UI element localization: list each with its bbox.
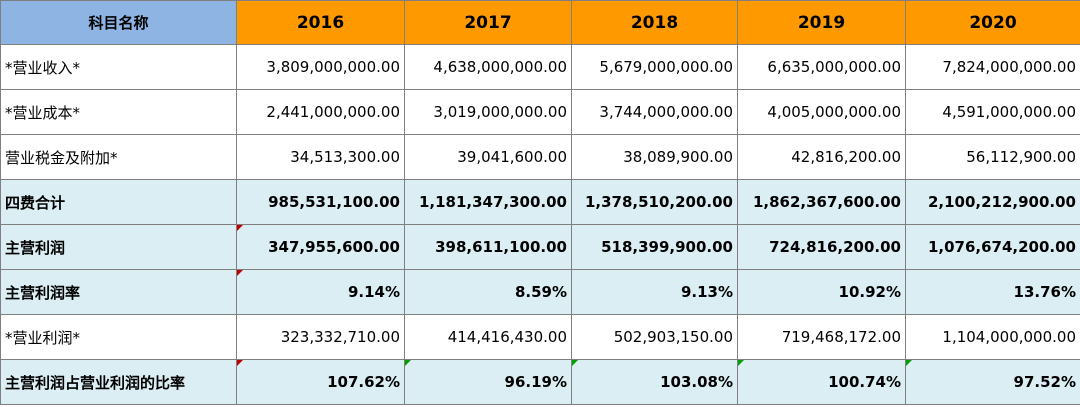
cell-2019[interactable]: 724,816,200.00: [737, 224, 906, 270]
cell-2016[interactable]: 9.14%: [236, 269, 405, 315]
cell-2018[interactable]: 1,378,510,200.00: [571, 179, 738, 225]
cell-2019[interactable]: 10.92%: [737, 269, 906, 315]
table-row-four-expenses-total: 四费合计 985,531,100.00 1,181,347,300.00 1,3…: [0, 179, 1080, 225]
cell-2016[interactable]: 985,531,100.00: [236, 179, 405, 225]
table-row-business-tax: 营业税金及附加* 34,513,300.00 39,041,600.00 38,…: [0, 134, 1080, 180]
cell-2016[interactable]: 34,513,300.00: [236, 134, 405, 180]
cell-2020[interactable]: 56,112,900.00: [905, 134, 1080, 180]
table-row-operating-profit: *营业利润* 323,332,710.00 414,416,430.00 502…: [0, 314, 1080, 360]
header-year-2019[interactable]: 2019: [737, 0, 906, 45]
cell-2017[interactable]: 8.59%: [404, 269, 572, 315]
cell-2017[interactable]: 4,638,000,000.00: [404, 44, 572, 90]
row-label[interactable]: *营业收入*: [0, 44, 237, 90]
cell-2018[interactable]: 103.08%: [571, 359, 738, 405]
row-label[interactable]: 主营利润占营业利润的比率: [0, 359, 237, 405]
cell-2020[interactable]: 1,076,674,200.00: [905, 224, 1080, 270]
cell-2020[interactable]: 13.76%: [905, 269, 1080, 315]
cell-2017[interactable]: 1,181,347,300.00: [404, 179, 572, 225]
header-year-2018[interactable]: 2018: [571, 0, 738, 45]
table-row-main-profit: 主营利润 347,955,600.00 398,611,100.00 518,3…: [0, 224, 1080, 270]
cell-2019[interactable]: 42,816,200.00: [737, 134, 906, 180]
cell-2018[interactable]: 518,399,900.00: [571, 224, 738, 270]
row-label[interactable]: *营业成本*: [0, 89, 237, 135]
row-label[interactable]: 四费合计: [0, 179, 237, 225]
cell-2017[interactable]: 3,019,000,000.00: [404, 89, 572, 135]
header-year-2016[interactable]: 2016: [236, 0, 405, 45]
cell-2016[interactable]: 2,441,000,000.00: [236, 89, 405, 135]
cell-2017[interactable]: 398,611,100.00: [404, 224, 572, 270]
cell-2019[interactable]: 100.74%: [737, 359, 906, 405]
row-label[interactable]: *营业利润*: [0, 314, 237, 360]
table-row-operating-cost: *营业成本* 2,441,000,000.00 3,019,000,000.00…: [0, 89, 1080, 135]
table-row-main-profit-rate: 主营利润率 9.14% 8.59% 9.13% 10.92% 13.76%: [0, 269, 1080, 315]
row-label[interactable]: 主营利润: [0, 224, 237, 270]
cell-2020[interactable]: 1,104,000,000.00: [905, 314, 1080, 360]
cell-2018[interactable]: 38,089,900.00: [571, 134, 738, 180]
cell-2020[interactable]: 7,824,000,000.00: [905, 44, 1080, 90]
row-label[interactable]: 营业税金及附加*: [0, 134, 237, 180]
cell-2017[interactable]: 39,041,600.00: [404, 134, 572, 180]
cell-2019[interactable]: 6,635,000,000.00: [737, 44, 906, 90]
cell-2020[interactable]: 4,591,000,000.00: [905, 89, 1080, 135]
cell-2018[interactable]: 5,679,000,000.00: [571, 44, 738, 90]
cell-2016[interactable]: 347,955,600.00: [236, 224, 405, 270]
cell-2017[interactable]: 414,416,430.00: [404, 314, 572, 360]
header-year-2017[interactable]: 2017: [404, 0, 572, 45]
header-subject-name[interactable]: 科目名称: [0, 0, 237, 45]
cell-2017[interactable]: 96.19%: [404, 359, 572, 405]
header-row: 科目名称 2016 2017 2018 2019 2020: [0, 0, 1080, 45]
cell-2020[interactable]: 97.52%: [905, 359, 1080, 405]
row-label[interactable]: 主营利润率: [0, 269, 237, 315]
table-row-operating-revenue: *营业收入* 3,809,000,000.00 4,638,000,000.00…: [0, 44, 1080, 90]
cell-2018[interactable]: 9.13%: [571, 269, 738, 315]
cell-2018[interactable]: 502,903,150.00: [571, 314, 738, 360]
header-year-2020[interactable]: 2020: [905, 0, 1080, 45]
cell-2019[interactable]: 719,468,172.00: [737, 314, 906, 360]
cell-2020[interactable]: 2,100,212,900.00: [905, 179, 1080, 225]
cell-2018[interactable]: 3,744,000,000.00: [571, 89, 738, 135]
cell-2016[interactable]: 107.62%: [236, 359, 405, 405]
table-row-main-to-operating-profit-ratio: 主营利润占营业利润的比率 107.62% 96.19% 103.08% 100.…: [0, 359, 1080, 405]
cell-2016[interactable]: 3,809,000,000.00: [236, 44, 405, 90]
cell-2019[interactable]: 4,005,000,000.00: [737, 89, 906, 135]
cell-2016[interactable]: 323,332,710.00: [236, 314, 405, 360]
cell-2019[interactable]: 1,862,367,600.00: [737, 179, 906, 225]
